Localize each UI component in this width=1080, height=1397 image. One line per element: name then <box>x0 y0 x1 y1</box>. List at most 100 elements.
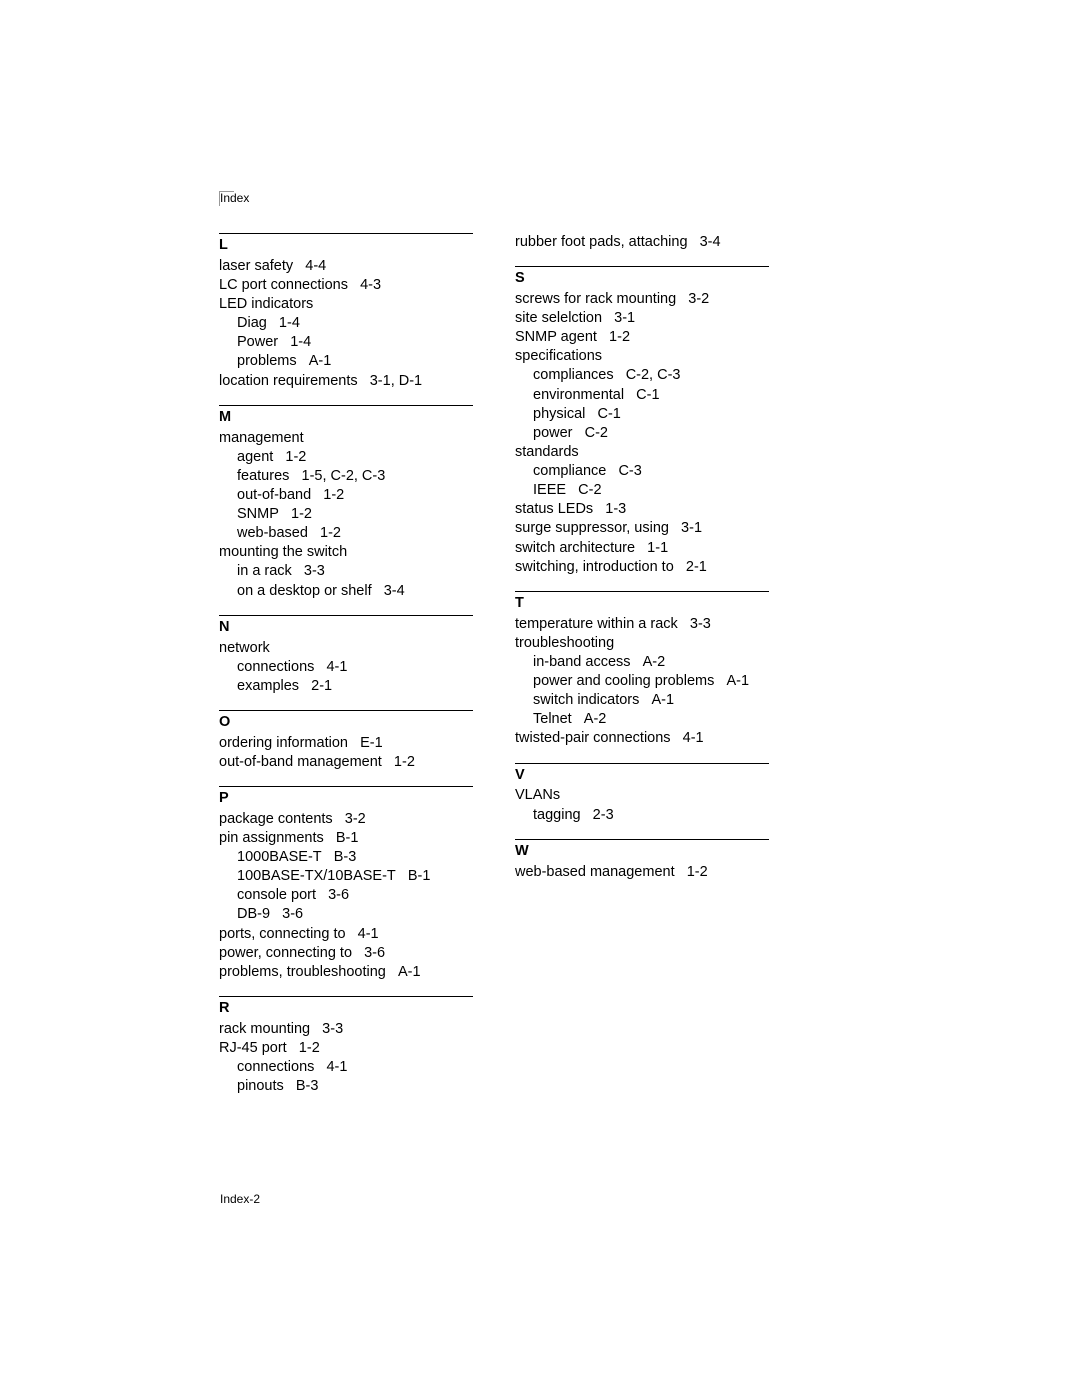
section-letter: V <box>515 766 769 785</box>
index-entry: power, connecting to 3-6 <box>219 944 473 963</box>
entry-ref: 4-4 <box>305 258 326 274</box>
entry-text: management <box>219 430 304 446</box>
index-entry: LED indicators <box>219 295 473 314</box>
section-letter: P <box>219 789 473 808</box>
entry-text: VLANs <box>515 787 560 803</box>
entry-text: Power <box>237 334 278 350</box>
entry-ref: 3-3 <box>690 616 711 632</box>
section-letter: N <box>219 618 473 637</box>
entry-text: rack mounting <box>219 1021 310 1037</box>
index-section: V VLANs tagging 2-3 <box>515 763 769 825</box>
entry-text: examples <box>237 678 299 694</box>
entry-ref: A-1 <box>309 353 332 369</box>
entry-text: Telnet <box>533 711 572 727</box>
index-entry: IEEE C-2 <box>515 481 769 500</box>
entry-ref: 4-1 <box>683 730 704 746</box>
entry-text: 100BASE-TX/10BASE-T <box>237 868 396 884</box>
entry-ref: C-2 <box>585 425 608 441</box>
index-entry: switch indicators A-1 <box>515 691 769 710</box>
entries-block: rubber foot pads, attaching 3-4 <box>515 233 769 252</box>
section-letter: M <box>219 408 473 427</box>
entry-text: environmental <box>533 387 624 403</box>
index-entry: Power 1-4 <box>219 333 473 352</box>
entry-ref: 2-1 <box>686 559 707 575</box>
entry-ref: B-3 <box>296 1078 319 1094</box>
index-entry: environmental C-1 <box>515 386 769 405</box>
entry-ref: 4-3 <box>360 277 381 293</box>
entry-text: in-band access <box>533 654 631 670</box>
entries-block: ordering information E-1out-of-band mana… <box>219 734 473 772</box>
index-entry: physical C-1 <box>515 405 769 424</box>
entry-ref: A-2 <box>643 654 666 670</box>
index-section: rubber foot pads, attaching 3-4 <box>515 233 769 252</box>
index-section: Ppackage contents 3-2pin assignments B-1… <box>219 786 473 982</box>
entry-text: pin assignments <box>219 830 324 846</box>
entry-text: in a rack <box>237 563 292 579</box>
entry-ref: 1-5, C-2, C-3 <box>302 468 386 484</box>
index-entry: troubleshooting <box>515 634 769 653</box>
entry-ref: 4-1 <box>326 1059 347 1075</box>
index-section: Rrack mounting 3-3RJ-45 port 1-2connecti… <box>219 996 473 1096</box>
index-entry: package contents 3-2 <box>219 810 473 829</box>
index-entry: problems, troubleshooting A-1 <box>219 963 473 982</box>
entry-text: connections <box>237 659 314 675</box>
index-entry: console port 3-6 <box>219 886 473 905</box>
entries-block: screws for rack mounting 3-2site selelct… <box>515 290 769 577</box>
index-entry: on a desktop or shelf 3-4 <box>219 582 473 601</box>
page-header: Index <box>220 191 1080 205</box>
index-entry: management <box>219 429 473 448</box>
page-footer: Index-2 <box>220 1192 260 1206</box>
entry-text: ordering information <box>219 735 348 751</box>
entry-ref: 2-3 <box>593 807 614 823</box>
entry-text: compliances <box>533 367 614 383</box>
entry-text: pinouts <box>237 1078 284 1094</box>
index-entry: problems A-1 <box>219 352 473 371</box>
section-letter: L <box>219 236 473 255</box>
entries-block: network connections 4-1examples 2-1 <box>219 639 473 696</box>
index-entry: web-based management 1-2 <box>515 863 769 882</box>
entry-text: screws for rack mounting <box>515 291 676 307</box>
entry-text: twisted-pair connections <box>515 730 671 746</box>
entry-text: tagging <box>533 807 581 823</box>
corner-crop-mark <box>219 191 234 206</box>
entry-text: DB-9 <box>237 906 270 922</box>
entry-text: LC port connections <box>219 277 348 293</box>
index-entry: ordering information E-1 <box>219 734 473 753</box>
entry-ref: C-2, C-3 <box>626 367 681 383</box>
entry-text: network <box>219 640 270 656</box>
index-entry: compliance C-3 <box>515 462 769 481</box>
index-entry: in-band access A-2 <box>515 653 769 672</box>
entry-text: switch indicators <box>533 692 639 708</box>
index-entry: mounting the switch <box>219 543 473 562</box>
entry-ref: C-1 <box>597 406 620 422</box>
entries-block: package contents 3-2pin assignments B-11… <box>219 810 473 982</box>
entry-ref: 1-2 <box>320 525 341 541</box>
index-section: Ttemperature within a rack 3-3troublesho… <box>515 591 769 749</box>
index-entry: specifications <box>515 347 769 366</box>
entry-ref: 2-1 <box>311 678 332 694</box>
index-entry: switching, introduction to 2-1 <box>515 558 769 577</box>
index-section: Sscrews for rack mounting 3-2site selelc… <box>515 266 769 577</box>
entry-ref: 1-2 <box>687 864 708 880</box>
index-entry: pinouts B-3 <box>219 1077 473 1096</box>
section-letter: W <box>515 842 769 861</box>
index-entry: Diag 1-4 <box>219 314 473 333</box>
entry-ref: C-3 <box>618 463 641 479</box>
entries-block: managementagent 1-2features 1-5, C-2, C-… <box>219 429 473 601</box>
entry-text: web-based <box>237 525 308 541</box>
entry-ref: A-1 <box>726 673 749 689</box>
entry-ref: 1-2 <box>291 506 312 522</box>
index-entry: connections 4-1 <box>219 658 473 677</box>
entries-block: rack mounting 3-3RJ-45 port 1-2connectio… <box>219 1020 473 1097</box>
index-entry: rack mounting 3-3 <box>219 1020 473 1039</box>
index-entry: in a rack 3-3 <box>219 562 473 581</box>
section-letter: S <box>515 269 769 288</box>
index-entry: 100BASE-TX/10BASE-T B-1 <box>219 867 473 886</box>
section-letter: T <box>515 594 769 613</box>
entry-text: web-based management <box>515 864 675 880</box>
section-letter: R <box>219 999 473 1018</box>
entry-ref: 1-2 <box>323 487 344 503</box>
entry-ref: C-2 <box>578 482 601 498</box>
entry-ref: 3-4 <box>384 583 405 599</box>
index-section: Llaser safety 4-4LC port connections 4-3… <box>219 233 473 391</box>
